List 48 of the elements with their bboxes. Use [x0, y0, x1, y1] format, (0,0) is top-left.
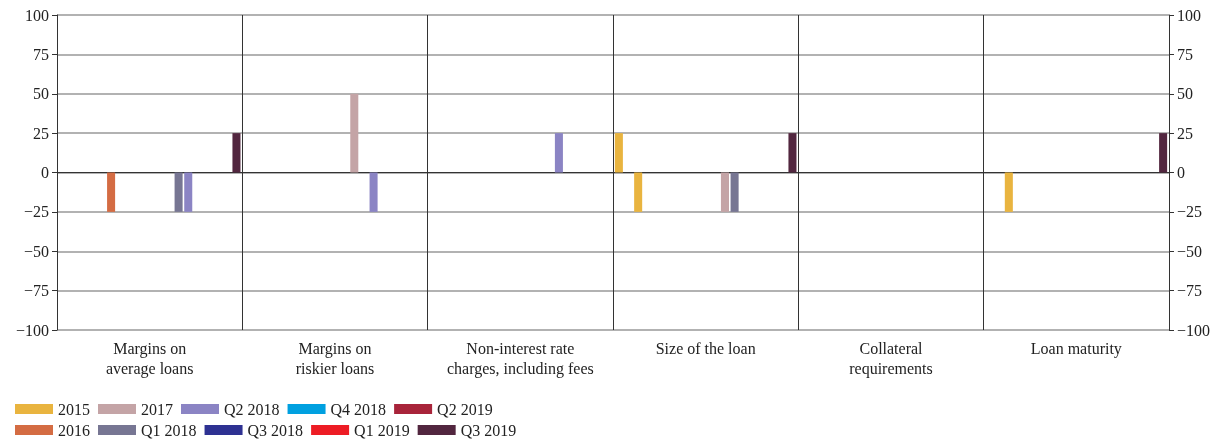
legend-label: Q3 2019 [460, 421, 517, 439]
bar [730, 172, 739, 212]
y2-tick-label: −25 [1177, 203, 1203, 221]
bar [614, 133, 623, 173]
y2-tick-label: 50 [1177, 85, 1193, 103]
legend-label: Q3 2018 [247, 421, 304, 439]
y-tick-label: −50 [23, 242, 49, 260]
legend-label: 2016 [58, 421, 90, 439]
y2-tick-label: −100 [1177, 321, 1211, 339]
bar [788, 133, 797, 173]
y-tick-label: 0 [41, 164, 49, 181]
y2-tick-label: −50 [1177, 242, 1203, 260]
bar [350, 93, 359, 173]
x-tick-label: Non-interest rate charges, including fees [446, 339, 594, 378]
y2-tick-label: 100 [1177, 6, 1201, 24]
bar [184, 172, 193, 212]
x-tick-label: Margins on riskier loans [295, 339, 375, 377]
legend-label: Q4 2018 [330, 400, 387, 418]
x-tick-label: Collateral requirements [849, 339, 933, 378]
y-tick-label: 50 [33, 85, 49, 103]
y-tick-label: 100 [25, 6, 49, 24]
y-tick-label: −100 [15, 321, 49, 339]
legend-label: 2015 [58, 400, 90, 418]
bar [634, 172, 643, 212]
x-tick-label: Size of the loan [655, 339, 756, 357]
legend-label: Q2 2019 [437, 400, 493, 418]
legend-label: Q1 2019 [354, 421, 410, 439]
bar [107, 172, 116, 212]
legend-label: 2017 [141, 400, 173, 418]
x-tick-label: Margins on average loans [105, 339, 194, 378]
bar [720, 172, 729, 212]
y-tick-label: 75 [33, 45, 49, 63]
y2-tick-label: 25 [1177, 124, 1193, 142]
x-tick-label: Loan maturity [1030, 339, 1122, 358]
y-tick-label: −25 [23, 203, 49, 221]
bar [174, 172, 183, 212]
bar [1159, 133, 1168, 173]
bar [232, 133, 241, 173]
y-tick-label: −75 [23, 282, 49, 300]
legend-label: Q2 2018 [224, 400, 280, 418]
legend-label: Q1 2018 [141, 421, 197, 439]
y2-tick-label: 0 [1177, 164, 1185, 181]
bar [554, 133, 563, 173]
y2-tick-label: −75 [1177, 282, 1203, 300]
bar [1004, 172, 1013, 212]
bar [369, 172, 378, 212]
y-tick-label: 25 [33, 124, 49, 142]
y2-tick-label: 75 [1177, 45, 1193, 63]
